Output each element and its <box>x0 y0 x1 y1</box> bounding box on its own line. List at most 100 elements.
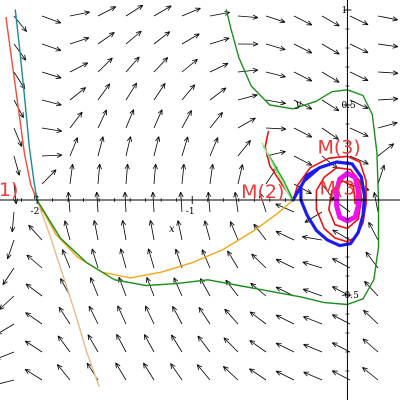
field-arrow-82 <box>143 334 155 353</box>
field-arrow-95 <box>172 306 183 325</box>
field-arrow-105 <box>206 191 212 213</box>
field-arrow-135 <box>251 253 267 269</box>
field-arrow-195 <box>362 367 379 381</box>
direction-field <box>0 4 399 386</box>
field-arrow-173 <box>349 155 369 165</box>
field-arrow-87 <box>181 84 196 101</box>
axis-ticks: -2 -1 1 0.5 -0.5 <box>21 6 379 372</box>
field-arrow-90 <box>180 163 187 185</box>
field-arrow-127 <box>265 43 286 51</box>
field-arrow-164 <box>302 288 323 297</box>
field-arrow-188 <box>377 164 386 185</box>
field-arrow-139 <box>249 368 267 381</box>
trajectory-9 <box>261 142 293 201</box>
field-arrow-64 <box>120 220 127 241</box>
field-arrow-163 <box>302 261 323 269</box>
field-arrow-86 <box>181 58 198 73</box>
field-arrow-193 <box>363 309 379 325</box>
field-arrow-24 <box>25 283 43 297</box>
field-arrow-166 <box>303 343 323 353</box>
field-arrow-94 <box>173 277 183 297</box>
field-arrow-60 <box>125 109 135 129</box>
field-arrow-7 <box>10 211 16 233</box>
field-arrow-192 <box>364 280 379 297</box>
point-label-3: M(3) <box>319 177 362 199</box>
trajectory-0 <box>5 16 38 201</box>
field-arrow-13 <box>0 379 15 386</box>
field-arrow-148 <box>275 230 295 241</box>
field-arrow-39 <box>58 306 71 325</box>
field-arrow-158 <box>321 127 339 140</box>
field-arrow-113 <box>237 41 259 47</box>
field-arrow-83 <box>143 362 155 381</box>
field-arrow-184 <box>377 70 399 76</box>
field-arrow-44 <box>97 57 113 73</box>
field-arrow-155 <box>321 43 340 55</box>
field-arrow-144 <box>293 127 313 138</box>
field-arrow-182 <box>377 15 398 22</box>
field-arrow-140 <box>293 15 313 26</box>
field-arrow-5 <box>13 155 21 176</box>
field-arrow-153 <box>275 370 295 381</box>
field-arrow-91 <box>178 191 184 213</box>
field-arrow-138 <box>249 340 267 353</box>
field-arrow-54 <box>87 334 99 353</box>
field-arrow-116 <box>237 117 256 129</box>
field-arrow-30 <box>69 62 89 73</box>
field-arrow-109 <box>198 306 211 325</box>
field-arrow-103 <box>209 137 219 157</box>
field-arrow-102 <box>209 112 223 129</box>
field-arrow-9 <box>2 267 15 285</box>
field-arrow-10 <box>0 295 15 310</box>
field-arrow-52 <box>89 277 99 297</box>
field-arrow-145 <box>293 155 313 166</box>
field-arrow-29 <box>69 36 90 45</box>
field-arrow-4 <box>13 127 23 147</box>
trajectory-7 <box>291 160 367 248</box>
equilibrium-points: M(1) M(2) M(3) M(3) <box>0 136 363 203</box>
field-arrow-121 <box>227 250 239 269</box>
field-arrow-70 <box>153 5 172 17</box>
field-arrow-190 <box>368 221 379 241</box>
field-arrow-96 <box>171 334 183 353</box>
trajectory-2 <box>36 199 100 387</box>
field-arrow-92 <box>176 220 183 241</box>
field-arrow-69 <box>115 362 127 381</box>
field-arrow-134 <box>253 223 267 241</box>
field-arrow-27 <box>24 368 43 381</box>
field-arrow-74 <box>153 109 163 129</box>
field-arrow-67 <box>117 305 127 325</box>
field-arrow-50 <box>92 220 99 241</box>
field-arrow-48 <box>96 163 102 185</box>
field-arrow-36 <box>63 220 71 241</box>
y-tick-label: 0.5 <box>341 101 356 111</box>
field-arrow-56 <box>125 4 144 17</box>
x-axis-label: x <box>169 224 175 235</box>
field-arrow-165 <box>303 316 323 325</box>
field-arrow-142 <box>293 71 313 82</box>
field-arrow-19 <box>41 152 63 158</box>
field-arrow-189 <box>372 192 379 213</box>
field-arrow-133 <box>259 192 267 213</box>
field-arrow-154 <box>321 15 340 27</box>
field-arrow-170 <box>349 71 369 82</box>
field-arrow-120 <box>229 221 239 241</box>
field-arrow-32 <box>69 111 83 129</box>
field-arrow-12 <box>0 351 15 360</box>
field-arrow-8 <box>6 239 15 260</box>
field-arrow-26 <box>24 340 43 353</box>
field-arrow-20 <box>41 169 57 185</box>
field-arrow-88 <box>181 110 192 129</box>
field-arrow-85 <box>181 33 200 45</box>
field-arrow-152 <box>275 342 295 353</box>
field-arrow-61 <box>125 136 132 157</box>
field-arrow-125 <box>222 366 239 381</box>
field-arrow-151 <box>275 314 295 325</box>
trajectory-4 <box>36 9 380 306</box>
field-arrow-106 <box>203 220 211 241</box>
field-arrow-81 <box>145 305 155 325</box>
trajectory-3 <box>36 199 294 279</box>
point-label-2: M(3) <box>317 136 360 158</box>
